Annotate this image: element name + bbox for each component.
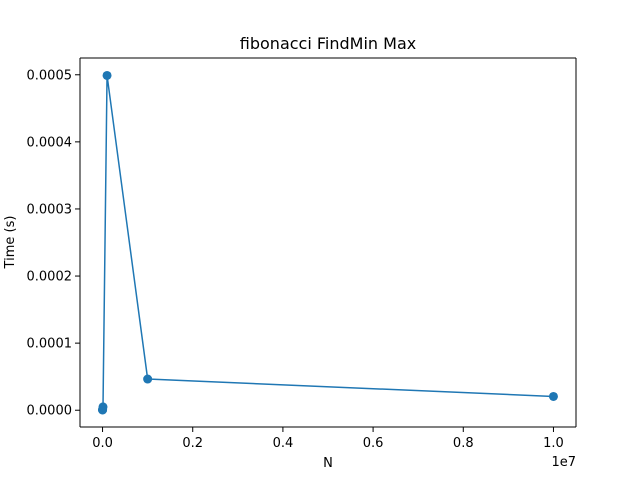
- x-tick-label: 0.6: [363, 436, 384, 451]
- y-tick-label: 0.0005: [27, 68, 73, 83]
- plot-area: [80, 58, 576, 427]
- y-axis-label: Time (s): [3, 216, 18, 270]
- axes-layer: [79, 57, 577, 428]
- chart-title: fibonacci FindMin Max: [240, 34, 416, 53]
- x-axis-label: N: [323, 456, 333, 471]
- y-tick-label: 0.0003: [27, 202, 73, 217]
- x-tick-label: 0.0: [92, 436, 113, 451]
- series-layer: [98, 70, 558, 415]
- ticks-layer: 0.0 0.2 0.4 0.6 0.8 1.0 0.0000 0.0001 0.0002 0.00…: [27, 68, 564, 451]
- x-axis-offset-label: 1e7: [551, 455, 576, 470]
- x-tick-label: 1.0: [543, 436, 564, 451]
- data-point: [98, 402, 108, 412]
- y-tick-label: 0.0000: [27, 404, 73, 419]
- y-tick-label: 0.0001: [27, 337, 73, 352]
- data-point: [548, 391, 558, 401]
- data-point: [102, 70, 112, 80]
- x-tick-label: 0.2: [182, 436, 203, 451]
- data-point: [143, 374, 153, 384]
- x-tick-label: 0.4: [273, 436, 294, 451]
- y-tick-label: 0.0004: [27, 135, 73, 150]
- x-tick-label: 0.8: [453, 436, 474, 451]
- y-tick-label: 0.0002: [27, 270, 73, 285]
